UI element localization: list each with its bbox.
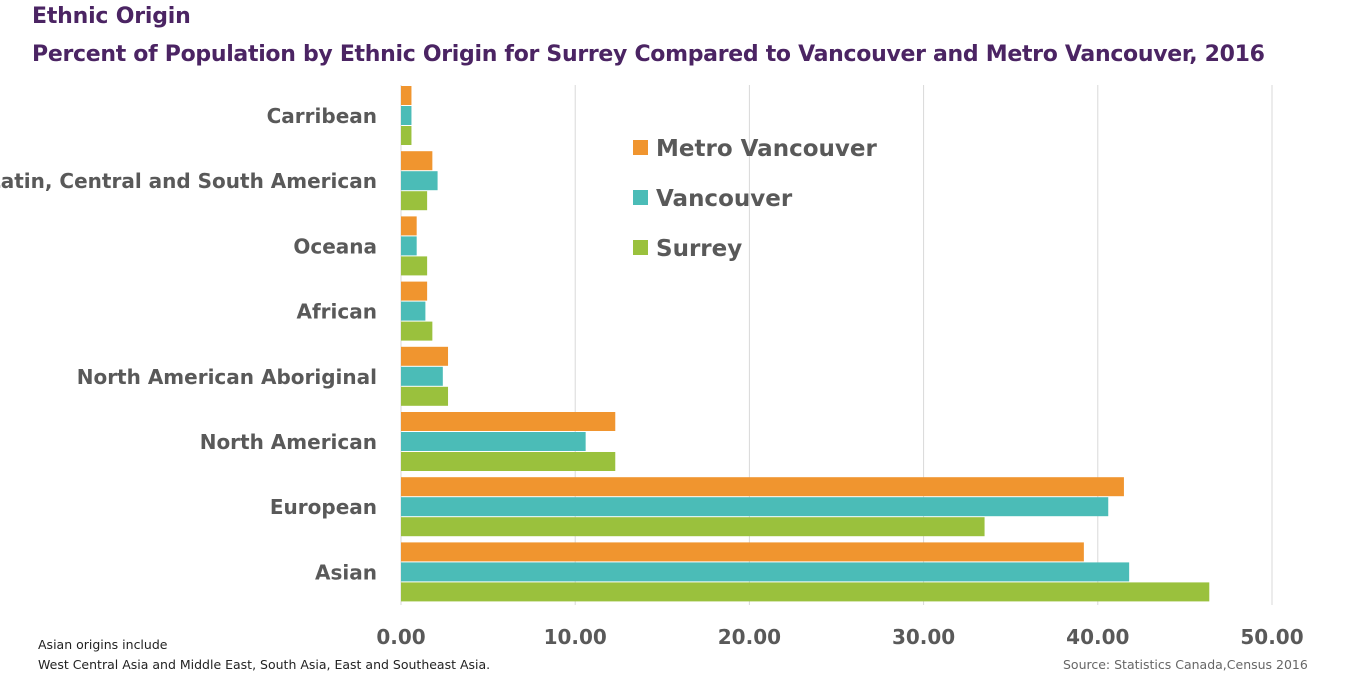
x-tick-label: 40.00 <box>1066 625 1129 649</box>
legend-label: Vancouver <box>656 186 793 212</box>
bar <box>401 452 616 471</box>
bar <box>401 542 1084 562</box>
bar <box>401 86 412 105</box>
bar <box>401 562 1130 582</box>
bar <box>401 346 449 366</box>
category-label: Carribean <box>267 104 377 128</box>
category-label: Oceana <box>293 234 377 258</box>
bar <box>401 236 417 256</box>
bar <box>401 191 428 211</box>
bar <box>401 216 417 236</box>
category-label: Asian <box>315 560 377 584</box>
x-tick-label: 20.00 <box>718 625 781 649</box>
x-tick-label: 50.00 <box>1240 625 1303 649</box>
legend-swatch <box>633 240 648 255</box>
bar <box>401 412 616 431</box>
footnote-line-1: Asian origins include <box>38 637 168 652</box>
legend-label: Metro Vancouver <box>656 136 877 162</box>
footnote-line-2: West Central Asia and Middle East, South… <box>38 657 491 672</box>
bar <box>401 106 412 125</box>
bar <box>401 386 449 406</box>
bar <box>401 321 433 341</box>
legend-label: Surrey <box>656 236 742 262</box>
legend-swatch <box>633 190 648 205</box>
x-tick-label: 10.00 <box>544 625 607 649</box>
bar <box>401 477 1124 497</box>
category-label: North American Aboriginal <box>77 365 377 389</box>
bar <box>401 366 443 386</box>
legend-swatch <box>633 140 648 155</box>
category-label: Latin, Central and South American <box>0 169 377 193</box>
bar <box>401 256 428 276</box>
bar <box>401 171 438 191</box>
bar <box>401 126 412 145</box>
bar <box>401 281 428 301</box>
source-note: Source: Statistics Canada,Census 2016 <box>1063 657 1308 672</box>
bar <box>401 517 985 537</box>
category-label: North American <box>200 430 377 454</box>
bar <box>401 301 426 321</box>
bar <box>401 582 1210 602</box>
bar <box>401 497 1109 517</box>
x-tick-label: 0.00 <box>376 625 425 649</box>
bar <box>401 151 433 171</box>
category-label: African <box>297 300 378 324</box>
bar <box>401 432 586 451</box>
x-tick-label: 30.00 <box>892 625 955 649</box>
chart-subtitle: Percent of Population by Ethnic Origin f… <box>32 42 1265 67</box>
chart-title: Ethnic Origin <box>32 4 191 29</box>
category-label: European <box>270 495 377 519</box>
